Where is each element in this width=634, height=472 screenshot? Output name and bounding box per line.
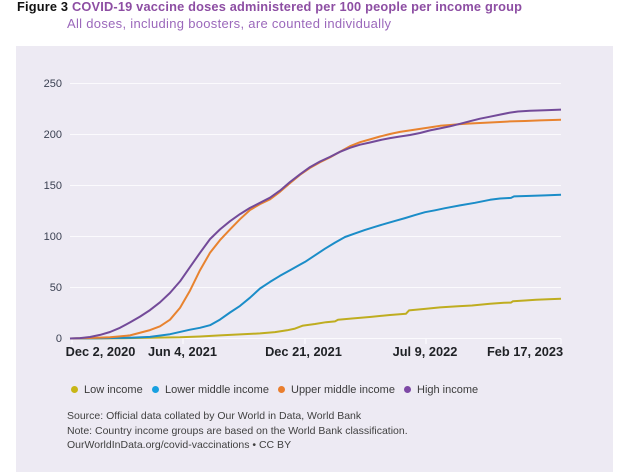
- svg-text:Jul 9, 2022: Jul 9, 2022: [393, 344, 458, 359]
- svg-text:150: 150: [44, 180, 62, 192]
- svg-text:Feb 17, 2023: Feb 17, 2023: [487, 344, 563, 359]
- svg-text:50: 50: [50, 282, 62, 294]
- svg-text:0: 0: [56, 333, 62, 345]
- svg-text:Dec 21, 2021: Dec 21, 2021: [265, 344, 342, 359]
- svg-text:Dec 2, 2020: Dec 2, 2020: [66, 344, 136, 359]
- svg-text:200: 200: [44, 129, 62, 141]
- svg-text:Jun 4, 2021: Jun 4, 2021: [148, 344, 217, 359]
- svg-text:100: 100: [44, 231, 62, 243]
- svg-text:250: 250: [44, 78, 62, 90]
